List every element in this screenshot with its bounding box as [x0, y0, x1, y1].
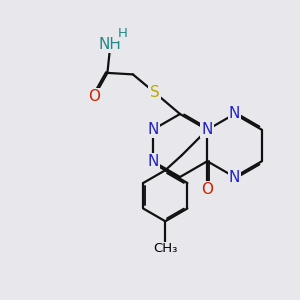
Text: O: O — [201, 182, 213, 197]
Text: NH: NH — [99, 37, 122, 52]
Text: H: H — [118, 27, 128, 40]
Text: N: N — [147, 122, 158, 137]
Text: O: O — [88, 89, 100, 104]
Text: N: N — [202, 122, 213, 137]
Text: N: N — [147, 154, 158, 169]
Text: S: S — [150, 85, 159, 100]
Text: N: N — [229, 106, 240, 122]
Text: CH₃: CH₃ — [153, 242, 178, 255]
Text: N: N — [229, 169, 240, 184]
